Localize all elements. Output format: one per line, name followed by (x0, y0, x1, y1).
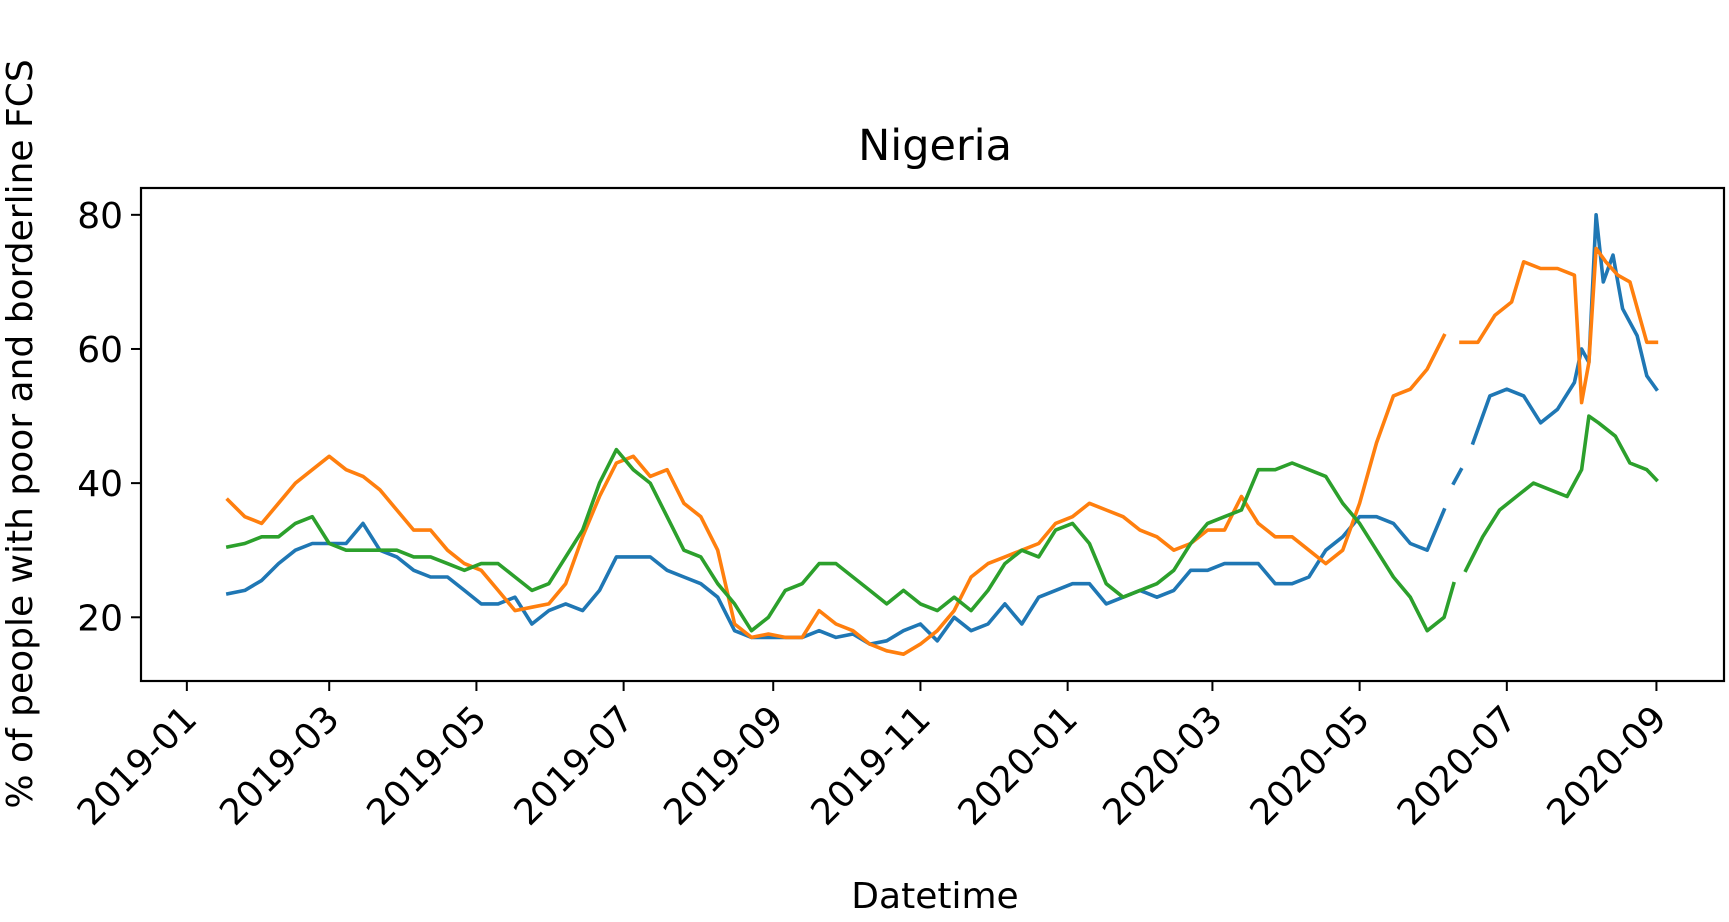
y-tick-label: 20 (77, 598, 123, 639)
y-tick-label: 80 (77, 196, 123, 237)
x-axis-label: Datetime (851, 876, 1018, 917)
plot-background (141, 188, 1724, 681)
series-3-line (225, 414, 1659, 633)
series-1-line (225, 213, 1659, 646)
chart-title: Nigeria (858, 121, 1012, 171)
y-axis: 20 40 60 80 (77, 196, 141, 639)
plot-area (139, 186, 1726, 683)
y-axis-label: % of people with poor and borderline FCS (0, 59, 41, 808)
y-tick-label: 40 (77, 464, 123, 505)
series-2-line (225, 246, 1659, 656)
y-tick-label: 60 (77, 330, 123, 371)
plot-frame (139, 186, 1726, 683)
series-group (225, 213, 1659, 656)
